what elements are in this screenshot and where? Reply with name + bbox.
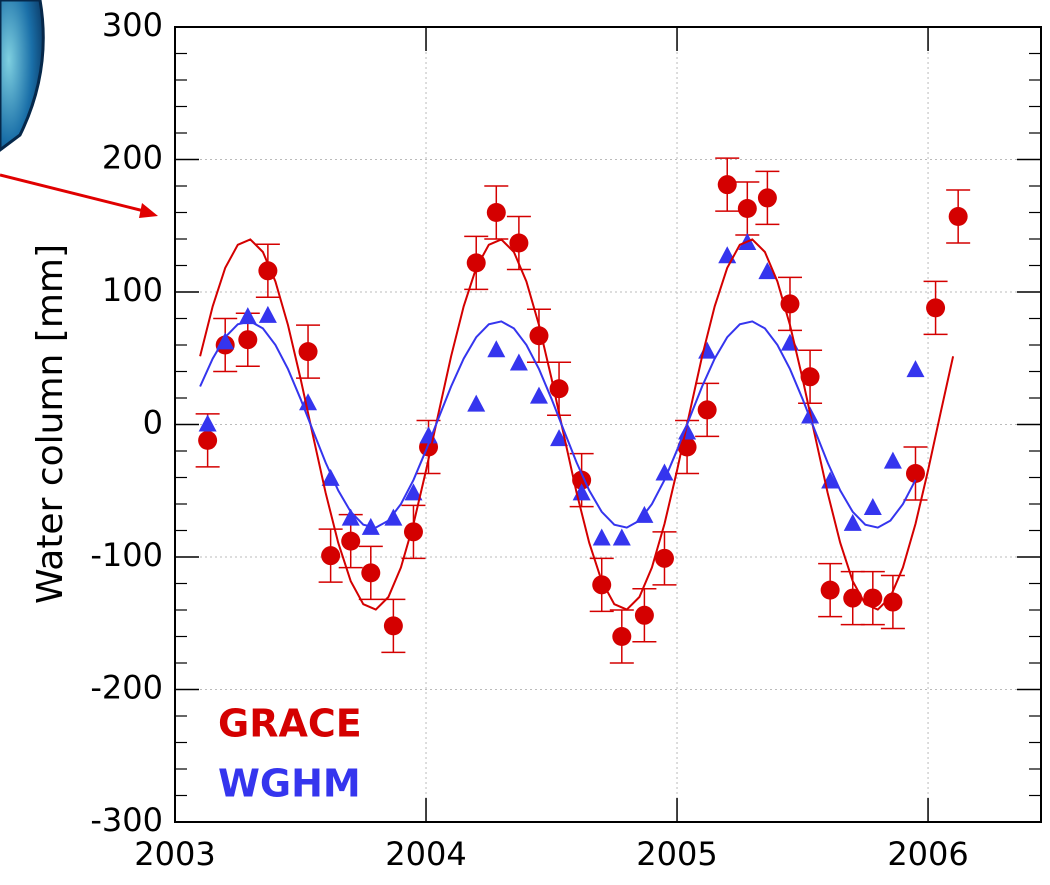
- pointer-arrow: [0, 173, 149, 214]
- triangle-marker: [698, 341, 717, 359]
- x-tick-label: 2004: [385, 835, 466, 873]
- circle-marker: [843, 588, 863, 608]
- triangle-marker: [758, 262, 777, 280]
- circle-marker: [529, 326, 549, 346]
- fit-line: [199, 238, 955, 611]
- legend-label: WGHM: [218, 762, 361, 806]
- circle-marker: [905, 464, 925, 484]
- triangle-marker: [467, 394, 486, 412]
- circle-marker: [883, 592, 903, 612]
- circle-marker: [948, 206, 968, 226]
- triangle-marker: [487, 340, 506, 358]
- y-tick-label: 0: [143, 404, 163, 442]
- triangle-marker: [404, 483, 423, 501]
- triangle-marker: [341, 508, 360, 526]
- circle-marker: [198, 430, 218, 450]
- circle-marker: [509, 233, 529, 253]
- circle-marker: [863, 588, 883, 608]
- triangle-marker: [384, 508, 403, 526]
- y-axis-label: Water column [mm]: [30, 244, 71, 604]
- circle-marker: [403, 522, 423, 542]
- circle-marker: [654, 548, 674, 568]
- triangle-marker: [883, 451, 902, 469]
- globe-image: [0, 0, 45, 152]
- circle-marker: [361, 563, 381, 583]
- x-tick-label: 2003: [134, 835, 215, 873]
- circle-marker: [717, 175, 737, 195]
- y-tick-label: 200: [102, 139, 163, 177]
- triangle-marker: [258, 305, 277, 323]
- x-tick-label: 2005: [636, 835, 717, 873]
- circle-marker: [486, 203, 506, 222]
- triangle-marker: [612, 528, 631, 546]
- triangle-marker: [238, 307, 257, 325]
- plot-frame: [174, 26, 1042, 823]
- triangle-marker: [592, 528, 611, 546]
- y-tick-label: -300: [90, 801, 163, 839]
- triangle-marker: [198, 414, 217, 432]
- y-tick-label: -200: [90, 669, 163, 707]
- circle-marker: [800, 367, 820, 387]
- circle-marker: [298, 342, 318, 362]
- legend-label: GRACE: [218, 702, 362, 746]
- circle-marker: [634, 605, 654, 625]
- circle-marker: [321, 546, 341, 566]
- circle-marker: [757, 188, 777, 208]
- circle-marker: [820, 580, 840, 600]
- circle-marker: [697, 400, 717, 420]
- circle-marker: [612, 627, 632, 646]
- fit-line: [199, 320, 917, 529]
- triangle-marker: [843, 513, 862, 531]
- y-tick-label: 100: [102, 271, 163, 309]
- triangle-marker: [906, 360, 925, 378]
- triangle-marker: [529, 386, 548, 404]
- triangle-marker: [509, 353, 528, 371]
- y-tick-label: 300: [102, 6, 163, 44]
- pointer-arrowhead: [139, 203, 158, 218]
- x-tick-label: 2006: [887, 835, 968, 873]
- triangle-marker: [550, 429, 569, 447]
- circle-marker: [737, 199, 757, 219]
- y-tick-label: -100: [90, 536, 163, 574]
- circle-marker: [383, 616, 403, 636]
- triangle-marker: [655, 463, 674, 481]
- circle-marker: [926, 298, 946, 318]
- triangle-marker: [863, 497, 882, 515]
- circle-marker: [341, 531, 361, 551]
- circle-marker: [238, 330, 258, 350]
